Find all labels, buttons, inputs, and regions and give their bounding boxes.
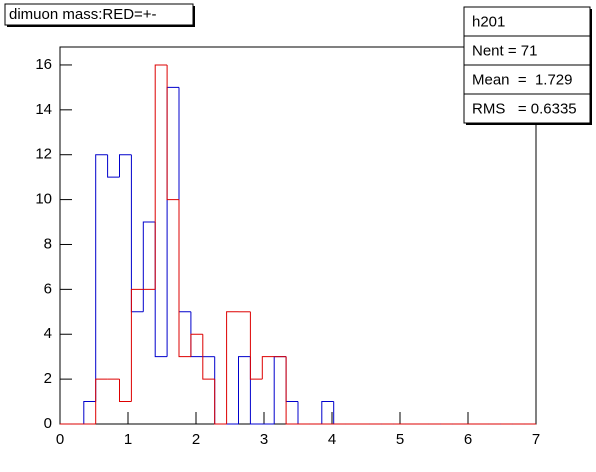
histogram-bin	[130, 288, 144, 402]
histogram-bin	[154, 64, 168, 290]
y-tick-label: 6	[44, 280, 52, 297]
x-tick-label: 6	[464, 431, 472, 448]
histogram-bin	[261, 356, 275, 380]
x-tick-label: 2	[192, 431, 200, 448]
histogram-bin	[226, 311, 239, 424]
x-tick-label: 7	[532, 431, 540, 448]
y-tick-label: 8	[44, 235, 52, 252]
stats-line: Mean = 1.729	[472, 71, 573, 88]
histogram-bin	[166, 64, 179, 201]
histogram-bin	[321, 401, 334, 424]
plot-frame	[59, 46, 537, 425]
stats-line: Nent = 71	[472, 42, 537, 59]
y-tick-label: 14	[35, 101, 52, 118]
x-tick-label: 1	[124, 431, 132, 448]
histogram-bin	[119, 154, 132, 178]
y-tick-label: 0	[44, 415, 52, 432]
histogram-bin	[249, 311, 263, 380]
histogram-bin	[83, 401, 96, 424]
title-box	[4, 3, 194, 26]
histogram-bin	[178, 199, 191, 358]
histogram-bin	[95, 378, 108, 424]
histogram-bin	[95, 154, 108, 402]
x-tick-label: 4	[328, 431, 336, 448]
histogram-bin	[107, 154, 120, 178]
y-tick-label: 2	[44, 370, 52, 387]
histogram-bin	[119, 379, 132, 403]
y-tick-label: 4	[44, 325, 52, 342]
x-tick-label: 3	[260, 431, 268, 448]
stats-line: h201	[472, 13, 505, 30]
histogram-bin	[285, 356, 298, 425]
x-tick-label: 0	[56, 431, 64, 448]
y-tick-label: 10	[35, 191, 52, 208]
chart-title: dimuon mass:RED=+-	[9, 6, 157, 23]
stats-line: RMS = 0.6335	[472, 100, 577, 117]
histogram-bin	[202, 334, 215, 380]
histogram-bin	[238, 356, 251, 424]
y-tick-label: 12	[35, 146, 52, 163]
y-tick-label: 16	[35, 56, 52, 73]
histogram-bin	[142, 221, 156, 312]
histogram-bin	[190, 333, 203, 357]
histogram-bin	[214, 379, 227, 425]
x-tick-label: 5	[396, 431, 404, 448]
